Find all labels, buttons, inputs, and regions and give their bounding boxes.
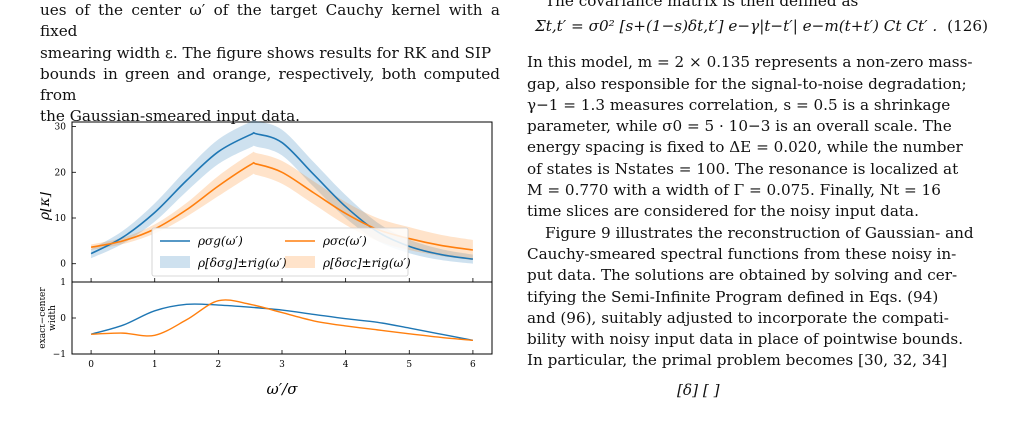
text-line: Figure 9 illustrates the reconstruction … xyxy=(545,223,974,242)
text-line: bility with noisy input data in place of… xyxy=(527,330,964,349)
text-line: Cauchy-smeared spectral functions from t… xyxy=(527,244,957,263)
y-tick-label: −1 xyxy=(53,350,66,360)
y-tick-label: 1 xyxy=(60,278,66,288)
x-tick-label: 5 xyxy=(406,360,412,370)
bottom-panel-y-ticks: −1 0 1 xyxy=(53,278,76,360)
y-tick-label: 20 xyxy=(55,168,67,178)
legend: ρσg(ω′) ρσc(ω′) ρ[δσg]±rig(ω′) ρ[δσc]±ri… xyxy=(151,227,411,277)
y-tick-label: 30 xyxy=(55,123,67,133)
legend-label-cauchy-line: ρσc(ω′) xyxy=(322,234,367,248)
x-tick-label: 2 xyxy=(215,360,221,370)
top-panel-y-ticks: 0 10 20 30 xyxy=(55,123,76,270)
legend-label-gaussian-line: ρσg(ω′) xyxy=(197,234,243,248)
text-line: In particular, the primal problem become… xyxy=(527,351,948,370)
x-tick-label: 1 xyxy=(152,360,158,370)
figure-9: 0 10 20 30 −1 0 1 0 1 2 3 4 5 6 ρ[κ] exact−centerwi… xyxy=(40,119,493,398)
legend-swatch-gaussian-band xyxy=(160,256,190,268)
text-line: and (96), suitably adjusted to incorpora… xyxy=(527,308,949,327)
text-line: γ−1 = 1.3 measures correlation, s = 0.5 … xyxy=(527,95,951,114)
text-line: In this model, m = 2 × 0.135 represents … xyxy=(527,53,973,72)
bottom-panel-ylabel: exact−centerwidth xyxy=(40,287,58,349)
text-line: parameter, while σ0 = 5 · 10−3 is an ove… xyxy=(527,117,952,136)
caption-line: bounds in green and orange, respectively… xyxy=(40,64,500,105)
equation-126: Σt,t′ = σ0² [s+(1−s)δt,t′] e−γ|t−t′| e−m… xyxy=(527,12,988,46)
text-line: tifying the Semi-Infinite Program define… xyxy=(527,287,939,306)
paragraph-model: In this model, m = 2 × 0.135 represents … xyxy=(527,52,988,222)
legend-label-cauchy-band: ρ[δσc]±rig(ω′) xyxy=(322,256,411,270)
legend-swatch-cauchy-band xyxy=(285,256,315,268)
cut-bottom-fragment: [δ] [ ] xyxy=(677,380,720,399)
caption-line: ues of the center ω′ of the target Cauch… xyxy=(40,1,500,41)
top-panel-ylabel: ρ[κ] xyxy=(40,191,53,221)
caption-line: the Gaussian-smeared input data. xyxy=(40,107,300,126)
bottom-panel-lines xyxy=(90,299,474,342)
text-line: energy spacing is fixed to ΔE = 0.020, w… xyxy=(527,138,963,157)
y-tick-label: 0 xyxy=(60,314,66,324)
x-axis-label: ω′/σ xyxy=(267,380,299,398)
x-tick-label: 3 xyxy=(279,360,285,370)
residual-line-cauchy xyxy=(91,299,473,342)
equation-126-number: (126) xyxy=(947,17,988,36)
figure-caption: ues of the center ω′ of the target Cauch… xyxy=(40,0,500,128)
left-column: ues of the center ω′ of the target Cauch… xyxy=(40,0,500,128)
x-tick-label: 4 xyxy=(343,360,349,370)
right-column: The covariance matrix is then defined as… xyxy=(527,0,988,401)
paragraph-figure-9: Figure 9 illustrates the reconstruction … xyxy=(527,223,988,372)
bottom-panel-x-ticks: 0 1 2 3 4 5 6 xyxy=(88,278,476,370)
legend-label-gaussian-band: ρ[δσg]±rig(ω′) xyxy=(197,256,287,270)
bottom-panel-frame xyxy=(71,281,493,355)
y-tick-label: 10 xyxy=(55,214,67,224)
x-tick-label: 0 xyxy=(88,360,94,370)
text-line: of states is Nstates = 100. The resonanc… xyxy=(527,159,959,178)
y-tick-label: 0 xyxy=(60,260,66,270)
cut-top-line: The covariance matrix is then defined as xyxy=(545,0,859,10)
x-tick-label: 6 xyxy=(470,360,476,370)
residual-line-gaussian xyxy=(90,303,474,342)
text-line: gap, also responsible for the signal-to-… xyxy=(527,74,967,93)
legend-box xyxy=(151,227,409,277)
caption-line: smearing width ε. The figure shows resul… xyxy=(40,43,492,62)
text-line: M = 0.770 with a width of Γ = 0.075. Fin… xyxy=(527,181,941,200)
text-line: put data. The solutions are obtained by … xyxy=(527,266,958,285)
text-line: time slices are considered for the noisy… xyxy=(527,202,919,221)
equation-126-body: Σt,t′ = σ0² [s+(1−s)δt,t′] e−γ|t−t′| e−m… xyxy=(535,17,938,36)
